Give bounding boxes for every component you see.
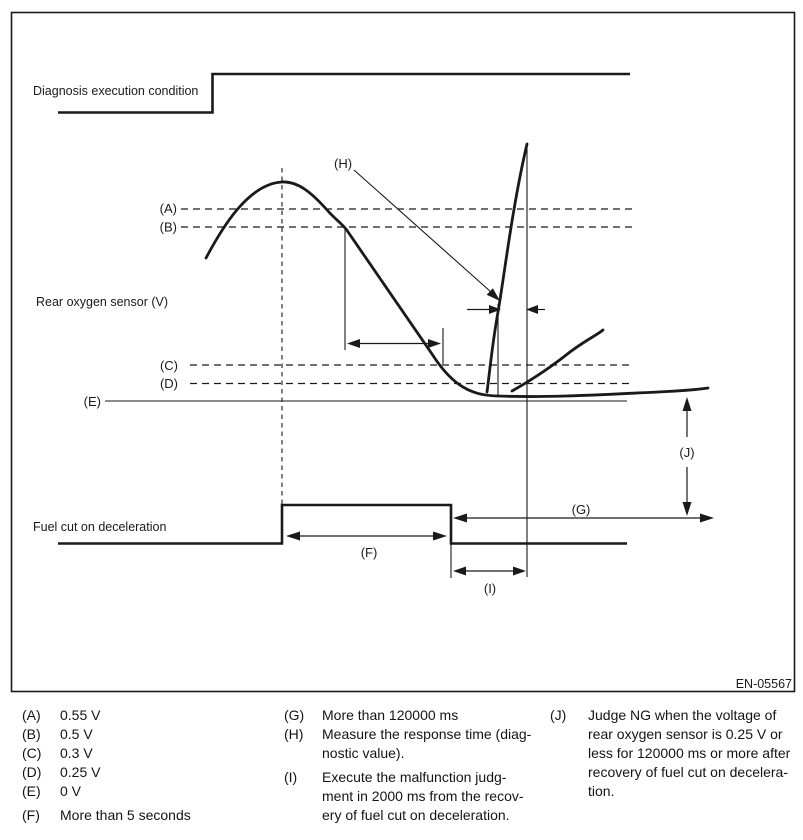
arrowhead-left-icon	[286, 531, 300, 541]
h-callout-line	[353, 169, 492, 293]
legend-key: (A)	[22, 707, 41, 723]
arrowhead-down-right-icon	[486, 288, 500, 301]
arrowhead-left-icon	[347, 339, 360, 348]
legend-key: (H)	[284, 726, 304, 742]
legend-key: (E)	[22, 783, 41, 799]
legend-line: ment in 2000 ms from the recov-	[322, 788, 524, 804]
arrowhead-right-icon	[489, 305, 501, 314]
sensor-signal-label: Rear oxygen sensor (V)	[36, 295, 168, 309]
h-callout: (H)	[334, 156, 500, 301]
legend-item-d: (D) 0.25 V	[22, 763, 272, 782]
arrowhead-left-icon	[453, 513, 467, 523]
diagnosis-step-waveform	[58, 72, 630, 114]
legend-item-c: (C) 0.3 V	[22, 744, 272, 763]
legend-line: rear oxygen sensor is 0.25 V or	[588, 726, 783, 742]
legend-line: 0.5 V	[60, 726, 93, 742]
legend-line: recovery of fuel cut on decelera-	[588, 764, 788, 780]
legend-item-h: (H) Measure the response time (diag- nos…	[284, 725, 534, 763]
arrowhead-down-icon	[682, 502, 692, 516]
f-measure: (F)	[286, 531, 447, 560]
marker-j-label: (J)	[679, 445, 694, 460]
legend-column-3: (J) Judge NG when the voltage of rear ox…	[550, 706, 800, 801]
fuel-cut-signal-label: Fuel cut on deceleration	[33, 520, 166, 534]
legend-line: tion.	[588, 783, 615, 799]
fuel-cut-waveform	[58, 503, 627, 545]
arrowhead-left-icon	[526, 305, 538, 314]
i-measure: (I)	[453, 566, 526, 596]
legend-line: 0.3 V	[60, 745, 93, 761]
threshold-d-label: (D)	[160, 376, 178, 391]
legend-column-1: (A) 0.55 V (B) 0.5 V (C) 0.3 V (D) 0.25 …	[22, 706, 272, 825]
marker-i-label: (I)	[484, 581, 496, 596]
legend-item-b: (B) 0.5 V	[22, 725, 272, 744]
threshold-b-label: (B)	[160, 220, 177, 235]
legend-item-j: (J) Judge NG when the voltage of rear ox…	[550, 706, 800, 801]
threshold-c-label: (C)	[160, 358, 178, 373]
legend-line: Measure the response time (diag-	[322, 726, 532, 742]
legend-item-a: (A) 0.55 V	[22, 706, 272, 725]
arrowhead-up-icon	[682, 397, 692, 411]
legend-line: nostic value).	[322, 745, 405, 761]
legend-line: Judge NG when the voltage of	[588, 707, 777, 723]
sensor-plot: Rear oxygen sensor (V) (A) (B) (C) (D) (…	[36, 142, 710, 577]
legend-item-f: (F) More than 5 seconds	[22, 806, 272, 825]
legend-line: 0.55 V	[60, 707, 101, 723]
timing-diagram: EN-05567 Diagnosis execution condition R…	[10, 11, 796, 693]
arrowhead-right-icon	[513, 566, 526, 576]
legend-line: More than 120000 ms	[322, 707, 459, 723]
legend-item-i: (I) Execute the malfunction judg- ment i…	[284, 768, 534, 825]
legend-column-2: (G) More than 120000 ms (H) Measure the …	[284, 706, 534, 825]
descent-measure	[344, 229, 444, 364]
legend-line: less for 120000 ms or more after	[588, 745, 791, 761]
arrowhead-right-icon	[433, 531, 447, 541]
marker-g-label: (G)	[572, 502, 591, 517]
legend-item-g: (G) More than 120000 ms	[284, 706, 534, 725]
diagnosis-signal: Diagnosis execution condition	[33, 72, 630, 114]
marker-h-label: (H)	[334, 156, 352, 171]
fuel-cut-signal: Fuel cut on deceleration (F) (G)	[33, 502, 714, 596]
diagram-frame	[10, 11, 796, 693]
legend-key: (F)	[22, 807, 40, 823]
legend-key: (J)	[550, 707, 567, 723]
j-measure: (J)	[679, 397, 695, 516]
legend-line: 0.25 V	[60, 764, 101, 780]
legend-key: (G)	[284, 707, 305, 723]
legend-line: 0 V	[60, 783, 82, 799]
arrowhead-left-icon	[453, 566, 466, 576]
threshold-e-label: (E)	[84, 394, 101, 409]
sensor-recovery-spike	[485, 142, 529, 394]
sensor-trace	[204, 180, 710, 398]
spike-measure	[467, 144, 545, 577]
g-measure: (G)	[453, 502, 714, 523]
figure-code: EN-05567	[736, 677, 792, 691]
sensor-recovery-branch	[510, 328, 605, 393]
arrowhead-right-icon	[428, 339, 441, 348]
legend-key: (B)	[22, 726, 41, 742]
legend-item-e: (E) 0 V	[22, 782, 272, 801]
legend-key: (I)	[284, 769, 298, 785]
arrowhead-right-icon	[700, 513, 714, 523]
legend-line: Execute the malfunction judg-	[322, 769, 507, 785]
marker-f-label: (F)	[361, 545, 378, 560]
diagnosis-signal-label: Diagnosis execution condition	[33, 84, 198, 98]
legend-key: (C)	[22, 745, 42, 761]
legend-line: ery of fuel cut on deceleration.	[322, 807, 510, 823]
legend-key: (D)	[22, 764, 42, 780]
legend-line: More than 5 seconds	[60, 807, 191, 823]
threshold-a-label: (A)	[160, 201, 177, 216]
